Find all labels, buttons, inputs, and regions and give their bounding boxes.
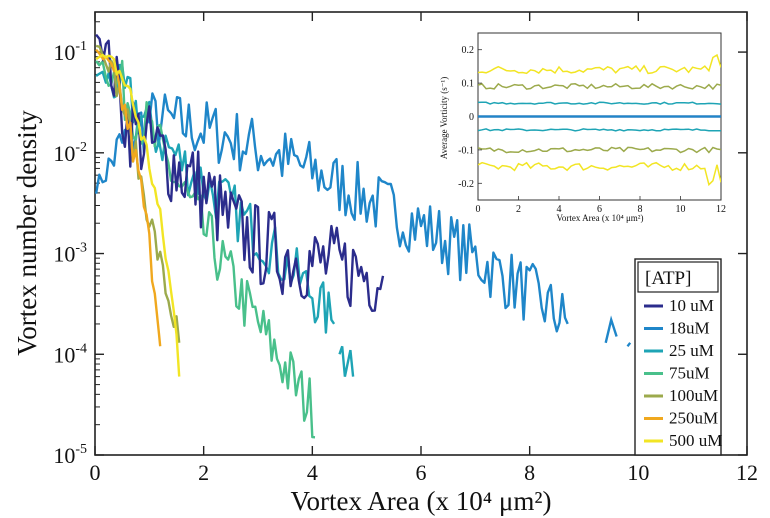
inset-x-tick-label: 4 — [557, 204, 562, 215]
series-line-75um — [95, 59, 316, 439]
legend-item: 10 uM — [644, 296, 714, 315]
inset-series-line — [478, 146, 721, 154]
legend-label: 18uM — [669, 319, 710, 338]
inset-x-axis-title: Vortex Area (x 10⁴ μm²) — [557, 213, 644, 223]
main-x-tick-label: 2 — [198, 460, 209, 485]
main-y-tick-label: 10-3 — [53, 241, 87, 267]
legend-items: 10 uM 18uM 25 uM 75uM 100uM 250uM 500 uM — [644, 296, 722, 450]
inset-x-tick-label: 0 — [476, 204, 481, 215]
legend-label: 25 uM — [669, 341, 714, 360]
inset-series-line — [478, 101, 721, 105]
main-y-tick-label: 10-5 — [53, 442, 87, 468]
inset-y-tick-label: -0.2 — [458, 179, 474, 190]
legend-item: 250uM — [644, 409, 718, 428]
legend-item: 75uM — [644, 364, 710, 383]
legend-item: 500 uM — [644, 431, 722, 450]
series-line-250um — [95, 48, 162, 347]
legend-item: 100uM — [644, 386, 718, 405]
main-axis-ticks: 0 2 4 6 8 10 12 10-5 10-4 10-3 10-2 10-1 — [53, 12, 758, 485]
legend: [ATP] 10 uM 18uM 25 uM 75uM 100uM 250uM 500 uM — [634, 258, 722, 456]
main-y-tick-label: 10-2 — [53, 140, 87, 166]
legend-item: 25 uM — [644, 341, 714, 360]
inset-y-axis-title: Average Vorticity (s⁻¹) — [439, 77, 449, 159]
main-x-tick-label: 6 — [416, 460, 427, 485]
main-series-lines — [95, 33, 647, 439]
series-fragment-25um — [338, 345, 355, 377]
inset-axis-ticks: 0 2 4 6 8 10 12 -0.2 -0.1 0 0.1 0.2 — [458, 45, 726, 215]
legend-item: 18uM — [644, 319, 710, 338]
main-x-tick-label: 0 — [90, 460, 101, 485]
inset-series-line — [478, 53, 721, 75]
inset-series-line — [478, 161, 721, 187]
legend-title: [ATP] — [645, 268, 691, 289]
inset-x-tick-label: 2 — [516, 204, 521, 215]
inset-x-tick-label: 6 — [597, 204, 602, 215]
series-fragment-18um — [626, 342, 632, 348]
inset-plot: 0 2 4 6 8 10 12 -0.2 -0.1 0 0.1 0.2 Vortex Area (x … — [439, 32, 726, 223]
inset-x-tick-label: 8 — [638, 204, 643, 215]
inset-series-line — [478, 128, 721, 132]
series-line-500um — [95, 53, 181, 377]
main-x-tick-label: 8 — [524, 460, 535, 485]
legend-label: 75uM — [669, 364, 710, 383]
main-y-tick-label: 10-1 — [53, 39, 87, 65]
main-y-axis-title: Vortex number density — [12, 110, 42, 356]
series-line-100um — [95, 44, 181, 343]
series-fragment-18um — [604, 315, 618, 344]
legend-label: 250uM — [669, 409, 718, 428]
legend-label: 10 uM — [669, 296, 714, 315]
legend-label: 100uM — [669, 386, 718, 405]
inset-y-tick-label: 0.1 — [462, 79, 475, 90]
main-x-tick-label: 12 — [736, 460, 758, 485]
inset-y-tick-label: 0.2 — [462, 45, 475, 56]
main-x-tick-label: 10 — [627, 460, 649, 485]
main-x-tick-label: 4 — [307, 460, 318, 485]
legend-label: 500 uM — [669, 431, 722, 450]
inset-x-tick-label: 10 — [676, 204, 686, 215]
legend-title-box — [637, 261, 719, 293]
main-y-tick-label: 10-4 — [53, 341, 87, 367]
inset-series-line — [478, 82, 721, 91]
series-line-18um — [95, 92, 569, 333]
main-x-axis-title: Vortex Area (x 10⁴ μm²) — [291, 486, 552, 516]
inset-series-lines — [478, 53, 721, 187]
inset-y-tick-label: 0 — [469, 112, 474, 123]
inset-y-tick-label: -0.1 — [458, 145, 474, 156]
inset-x-tick-label: 12 — [716, 204, 726, 215]
